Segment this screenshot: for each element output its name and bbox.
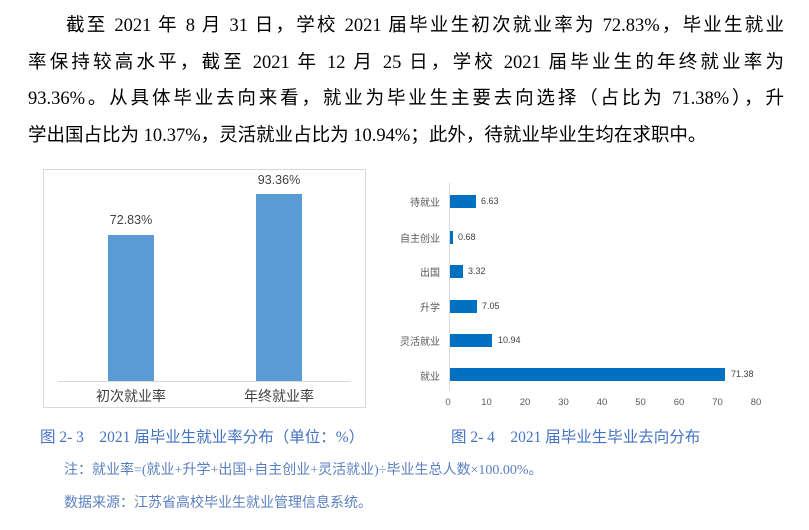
category-label: 初次就业率 [96, 388, 166, 404]
figure-caption-left: 图 2- 3 2021 届毕业生就业率分布（单位：%） [40, 429, 365, 446]
bar-pending [450, 195, 476, 208]
category-label: 待就业 [410, 198, 440, 209]
x-tick: 50 [635, 397, 646, 408]
x-tick: 0 [445, 397, 451, 408]
category-label: 升学 [420, 303, 440, 314]
x-tick: 40 [596, 397, 608, 408]
x-tick: 10 [481, 397, 492, 408]
employment-rate-chart: 72.83% 93.36% 初次就业率 年终就业率 [43, 169, 366, 408]
x-tick: 30 [558, 397, 569, 408]
bar-entrepreneurship [450, 231, 453, 244]
x-tick: 60 [673, 397, 685, 408]
bar-value-label: 0.68 [458, 232, 476, 242]
paragraph-line: 截至 2021 年 8 月 31 日，学校 2021 届毕业生初次就业率为 72… [66, 16, 784, 36]
x-tick: 20 [519, 397, 531, 408]
x-tick: 80 [750, 397, 762, 408]
bar-final-rate [256, 194, 302, 381]
category-label: 就业 [420, 372, 440, 383]
bar-flexible-employment [450, 334, 493, 347]
bar-value-label: 3.32 [468, 266, 486, 276]
bar-value-label: 71.38 [731, 369, 754, 379]
y-axis-line [449, 183, 450, 391]
x-axis-line [58, 381, 351, 382]
destination-distribution-chart: 待就业 6.63 自主创业 0.68 出国 3.32 升学 7.05 灵活就业 … [380, 180, 780, 420]
bar-value-label: 72.83% [109, 213, 153, 227]
bar-value-label: 93.36% [257, 173, 301, 187]
bar-value-label: 7.05 [482, 301, 500, 311]
bar-abroad [450, 265, 463, 278]
bar-initial-rate [108, 235, 154, 381]
x-tick: 70 [712, 397, 723, 408]
bar-value-label: 6.63 [481, 196, 499, 206]
paragraph-line: 93.36%。从具体毕业去向来看，就业为毕业生主要去向选择（占比为 71.38%… [28, 89, 784, 109]
category-label: 出国 [420, 268, 440, 279]
body-paragraph: 截至 2021 年 8 月 31 日，学校 2021 届毕业生初次就业率为 72… [28, 8, 784, 154]
category-label: 年终就业率 [244, 388, 314, 404]
bar-employment [450, 368, 725, 381]
bar-further-study [450, 300, 478, 313]
figure-caption-right: 图 2- 4 2021 届毕业生毕业去向分布 [451, 429, 701, 446]
bar-value-label: 10.94 [498, 335, 521, 345]
category-label: 自主创业 [400, 234, 440, 245]
paragraph-line: 率保持较高水平，截至 2021 年 12 月 25 日，学校 2021 届毕业生… [28, 52, 784, 73]
formula-note: 注：就业率=(就业+升学+出国+自主创业+灵活就业)÷毕业生总人数×100.00… [64, 463, 543, 478]
category-label: 灵活就业 [400, 337, 440, 348]
data-source-note: 数据来源：江苏省高校毕业生就业管理信息系统。 [64, 496, 372, 511]
paragraph-line: 学出国占比为 10.37%，灵活就业占比为 10.94%；此外，待就业毕业生均在… [28, 125, 707, 146]
